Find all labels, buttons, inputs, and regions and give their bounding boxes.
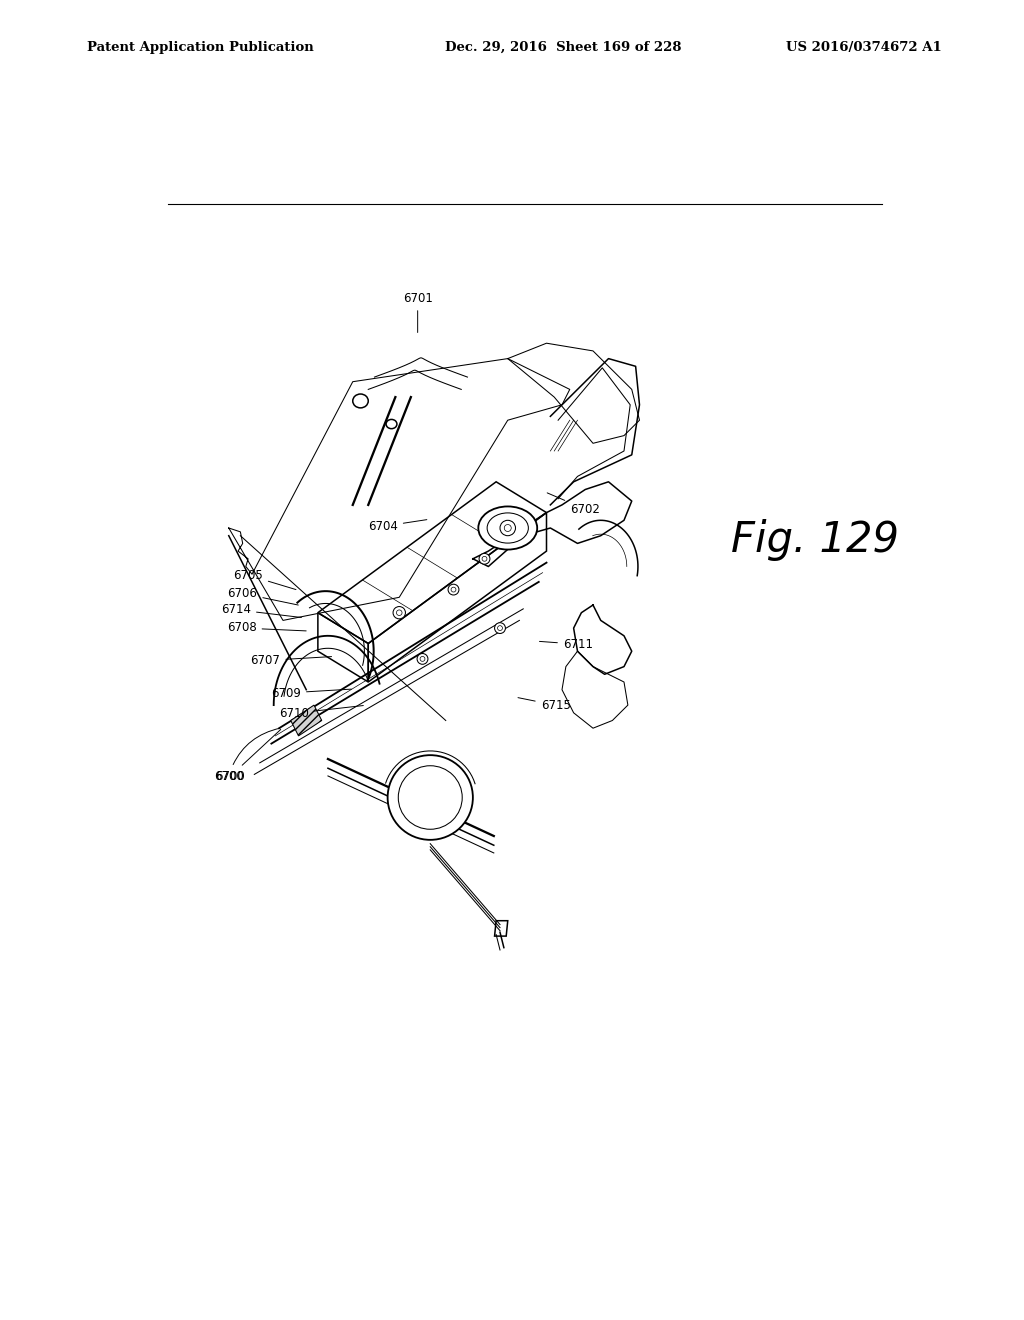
Circle shape (495, 623, 506, 634)
Text: Patent Application Publication: Patent Application Publication (87, 41, 313, 54)
Polygon shape (291, 705, 322, 737)
Text: 6709: 6709 (271, 686, 351, 700)
Text: 6714: 6714 (221, 603, 301, 618)
Text: 6705: 6705 (233, 569, 296, 590)
Text: 6707: 6707 (251, 653, 332, 667)
Circle shape (479, 553, 489, 564)
Circle shape (417, 653, 428, 664)
Text: 6710: 6710 (280, 705, 364, 719)
Text: Dec. 29, 2016  Sheet 169 of 228: Dec. 29, 2016 Sheet 169 of 228 (445, 41, 682, 54)
Text: 6704: 6704 (368, 520, 427, 533)
Text: 6700: 6700 (214, 729, 280, 783)
Ellipse shape (478, 507, 538, 549)
Circle shape (500, 520, 515, 536)
Text: 6700: 6700 (215, 730, 281, 783)
Ellipse shape (352, 395, 369, 408)
Text: Fig. 129: Fig. 129 (731, 519, 899, 561)
Circle shape (449, 585, 459, 595)
Text: 6701: 6701 (402, 292, 432, 333)
Text: 6715: 6715 (518, 698, 570, 711)
Text: 6706: 6706 (227, 587, 298, 605)
Text: 6708: 6708 (226, 622, 306, 635)
Text: 6711: 6711 (540, 638, 593, 651)
Ellipse shape (386, 420, 397, 429)
Circle shape (388, 755, 473, 840)
Text: US 2016/0374672 A1: US 2016/0374672 A1 (786, 41, 942, 54)
Circle shape (393, 607, 406, 619)
Text: 6702: 6702 (547, 492, 600, 516)
